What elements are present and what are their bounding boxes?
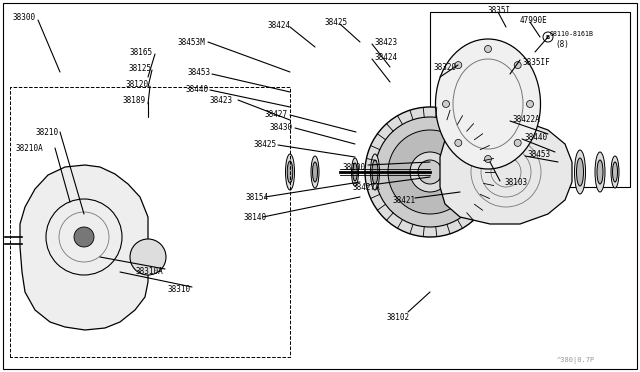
- Text: 38210: 38210: [35, 128, 58, 137]
- Circle shape: [455, 140, 462, 147]
- Ellipse shape: [351, 158, 358, 186]
- Circle shape: [514, 140, 521, 147]
- Text: 38310A: 38310A: [135, 267, 163, 276]
- Text: 38453: 38453: [528, 150, 551, 158]
- Text: 3835I: 3835I: [488, 6, 511, 15]
- Text: 38103: 38103: [505, 177, 528, 186]
- Text: (8): (8): [555, 39, 569, 48]
- Polygon shape: [20, 165, 148, 330]
- Text: 38422A: 38422A: [513, 115, 541, 124]
- Text: 47990E: 47990E: [520, 16, 548, 25]
- Ellipse shape: [612, 162, 618, 182]
- Text: 38453M: 38453M: [178, 38, 205, 46]
- Text: 38125: 38125: [128, 64, 151, 73]
- Circle shape: [74, 227, 94, 247]
- Ellipse shape: [611, 156, 619, 188]
- Text: 38424: 38424: [268, 20, 291, 29]
- Circle shape: [514, 62, 521, 68]
- Text: 38427A: 38427A: [353, 183, 381, 192]
- Text: 38100: 38100: [343, 163, 366, 171]
- Text: 38320: 38320: [434, 62, 457, 71]
- Circle shape: [410, 152, 450, 192]
- Ellipse shape: [312, 162, 317, 182]
- Circle shape: [442, 100, 449, 108]
- Ellipse shape: [311, 156, 319, 188]
- Ellipse shape: [597, 160, 603, 184]
- Text: 38102: 38102: [387, 312, 410, 321]
- Ellipse shape: [287, 161, 292, 183]
- Circle shape: [484, 45, 492, 52]
- Circle shape: [130, 239, 166, 275]
- Text: 3835IF: 3835IF: [523, 58, 551, 67]
- Text: 08110-8161B: 08110-8161B: [550, 31, 594, 37]
- Ellipse shape: [371, 154, 380, 190]
- Ellipse shape: [595, 152, 605, 192]
- Text: 38424: 38424: [375, 52, 398, 61]
- Text: 38154: 38154: [245, 192, 268, 202]
- Circle shape: [455, 62, 462, 68]
- Ellipse shape: [353, 163, 357, 181]
- Text: 38210A: 38210A: [15, 144, 43, 153]
- Text: 38453: 38453: [188, 67, 211, 77]
- Ellipse shape: [577, 158, 584, 186]
- Text: 38423: 38423: [210, 96, 233, 105]
- Circle shape: [484, 155, 492, 163]
- Ellipse shape: [435, 39, 541, 169]
- Text: 38423: 38423: [375, 38, 398, 46]
- Circle shape: [418, 160, 442, 184]
- Ellipse shape: [575, 150, 586, 194]
- Text: 38425: 38425: [253, 140, 276, 148]
- Text: 38165: 38165: [130, 48, 153, 57]
- Text: 38310: 38310: [168, 285, 191, 295]
- Text: 38421: 38421: [393, 196, 416, 205]
- Text: ^380|0.7P: ^380|0.7P: [557, 357, 595, 364]
- Polygon shape: [440, 120, 572, 224]
- Circle shape: [388, 130, 472, 214]
- Text: 38140: 38140: [243, 212, 266, 221]
- Text: 38425: 38425: [325, 17, 348, 26]
- Text: 38300: 38300: [12, 13, 35, 22]
- FancyBboxPatch shape: [430, 12, 630, 187]
- Ellipse shape: [285, 154, 294, 190]
- Circle shape: [375, 117, 485, 227]
- Text: 38189: 38189: [122, 96, 145, 105]
- Text: 38440: 38440: [185, 84, 208, 93]
- Circle shape: [527, 100, 534, 108]
- Text: 38440: 38440: [525, 132, 548, 141]
- Text: 38427: 38427: [265, 109, 288, 119]
- Text: B: B: [546, 35, 550, 39]
- Text: 38120: 38120: [125, 80, 148, 89]
- Circle shape: [543, 32, 553, 42]
- Text: 38430: 38430: [270, 122, 293, 131]
- Circle shape: [365, 107, 495, 237]
- Ellipse shape: [372, 160, 378, 184]
